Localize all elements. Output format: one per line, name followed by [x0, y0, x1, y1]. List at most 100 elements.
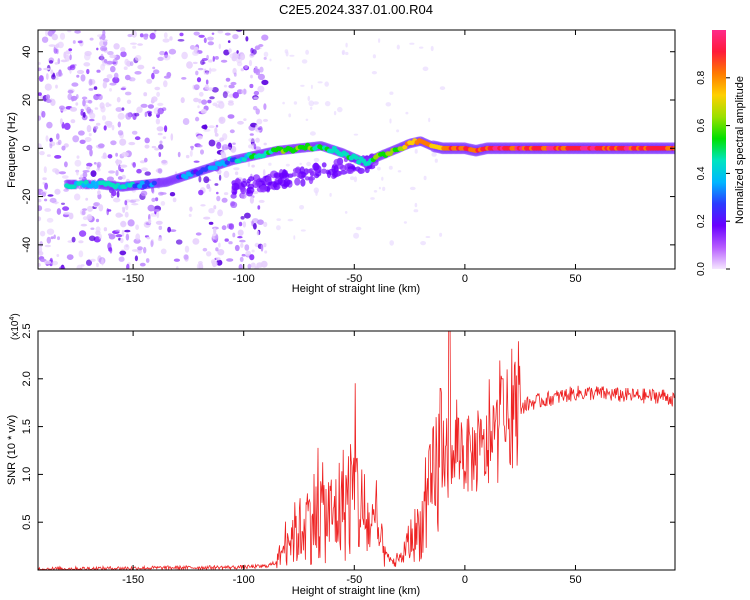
noise-speckle [68, 212, 74, 220]
noise-speckle [234, 244, 240, 252]
noise-speckle [124, 91, 132, 96]
secondary-band-blob [294, 177, 301, 186]
noise-speckle [149, 32, 156, 40]
noise-speckle [54, 62, 59, 65]
ridge-point [137, 183, 143, 189]
noise-speckle [197, 135, 203, 140]
noise-speckle [430, 45, 434, 52]
x-tick-label: -100 [233, 273, 255, 285]
noise-speckle [263, 142, 267, 146]
noise-speckle [206, 87, 214, 91]
noise-speckle [251, 164, 255, 168]
noise-speckle [157, 168, 163, 174]
noise-speckle [269, 58, 272, 62]
noise-speckle [121, 174, 126, 180]
noise-speckle [128, 141, 136, 146]
noise-speckle [119, 164, 128, 168]
x-tick-label: 0 [462, 574, 468, 586]
ridge-halo [169, 174, 176, 185]
noise-speckle [144, 157, 148, 163]
noise-speckle [74, 30, 81, 34]
noise-speckle [245, 36, 249, 42]
noise-speckle [54, 188, 61, 195]
noise-speckle [86, 162, 93, 167]
noise-speckle [140, 190, 148, 197]
noise-speckle [229, 129, 235, 134]
noise-speckle [121, 107, 125, 111]
noise-speckle [72, 40, 76, 44]
noise-speckle [46, 236, 51, 244]
noise-speckle [211, 87, 219, 93]
noise-speckle [96, 47, 99, 51]
noise-speckle [135, 233, 141, 241]
noise-speckle [131, 130, 138, 135]
noise-speckle [39, 151, 45, 156]
noise-speckle [254, 45, 260, 50]
noise-speckle [198, 34, 205, 38]
noise-speckle [256, 118, 263, 125]
noise-speckle [120, 47, 126, 52]
noise-speckle [151, 97, 154, 104]
noise-speckle [353, 133, 359, 136]
noise-speckle [215, 257, 221, 261]
secondary-band-blob [346, 168, 354, 174]
secondary-band-blob [321, 168, 327, 174]
noise-speckle [223, 49, 230, 56]
noise-speckle [306, 161, 311, 167]
noise-speckle [151, 187, 155, 194]
secondary-band-blob [309, 171, 316, 176]
noise-speckle [77, 40, 83, 44]
noise-speckle [80, 223, 88, 227]
noise-speckle [214, 56, 219, 60]
noise-speckle [53, 234, 56, 240]
noise-speckle [64, 161, 68, 168]
noise-speckle [244, 65, 248, 69]
noise-speckle [139, 262, 146, 267]
noise-speckle [228, 241, 233, 245]
noise-speckle [238, 264, 243, 269]
noise-speckle [131, 77, 136, 82]
secondary-band-blob [314, 173, 320, 179]
noise-speckle [233, 72, 237, 77]
noise-speckle [170, 133, 174, 141]
noise-speckle [232, 232, 236, 238]
noise-speckle [45, 99, 52, 103]
noise-speckle [158, 144, 164, 150]
noise-speckle [249, 254, 255, 261]
noise-speckle [50, 236, 54, 240]
noise-speckle [69, 64, 76, 71]
noise-speckle [240, 192, 247, 199]
noise-speckle [90, 170, 97, 178]
noise-speckle [87, 205, 93, 212]
noise-speckle [218, 116, 226, 125]
noise-speckle [144, 171, 151, 176]
ridge-halo [159, 177, 166, 188]
noise-speckle [80, 74, 86, 82]
noise-speckle [208, 139, 216, 147]
ridge-point [142, 184, 148, 189]
noise-speckle [38, 75, 44, 82]
noise-speckle [381, 176, 384, 181]
noise-speckle [205, 71, 209, 75]
noise-speckle [251, 249, 255, 253]
noise-speckle [88, 133, 92, 137]
noise-speckle [129, 61, 134, 67]
noise-speckle [134, 71, 142, 75]
noise-speckle [162, 136, 167, 140]
noise-speckle [82, 208, 88, 211]
noise-speckle [212, 102, 218, 107]
ridge-halo [164, 176, 171, 187]
noise-speckle [193, 84, 200, 90]
noise-speckle [97, 193, 102, 200]
noise-speckle [226, 258, 234, 262]
ridge-point [212, 165, 218, 171]
noise-speckle [93, 162, 97, 165]
secondary-band-blob [312, 162, 320, 171]
noise-speckle [108, 170, 116, 174]
noise-speckle [86, 68, 90, 75]
noise-speckle [250, 262, 256, 268]
noise-speckle [131, 203, 139, 206]
noise-speckle [63, 211, 71, 215]
noise-speckle [215, 234, 219, 242]
noise-speckle [208, 208, 215, 214]
